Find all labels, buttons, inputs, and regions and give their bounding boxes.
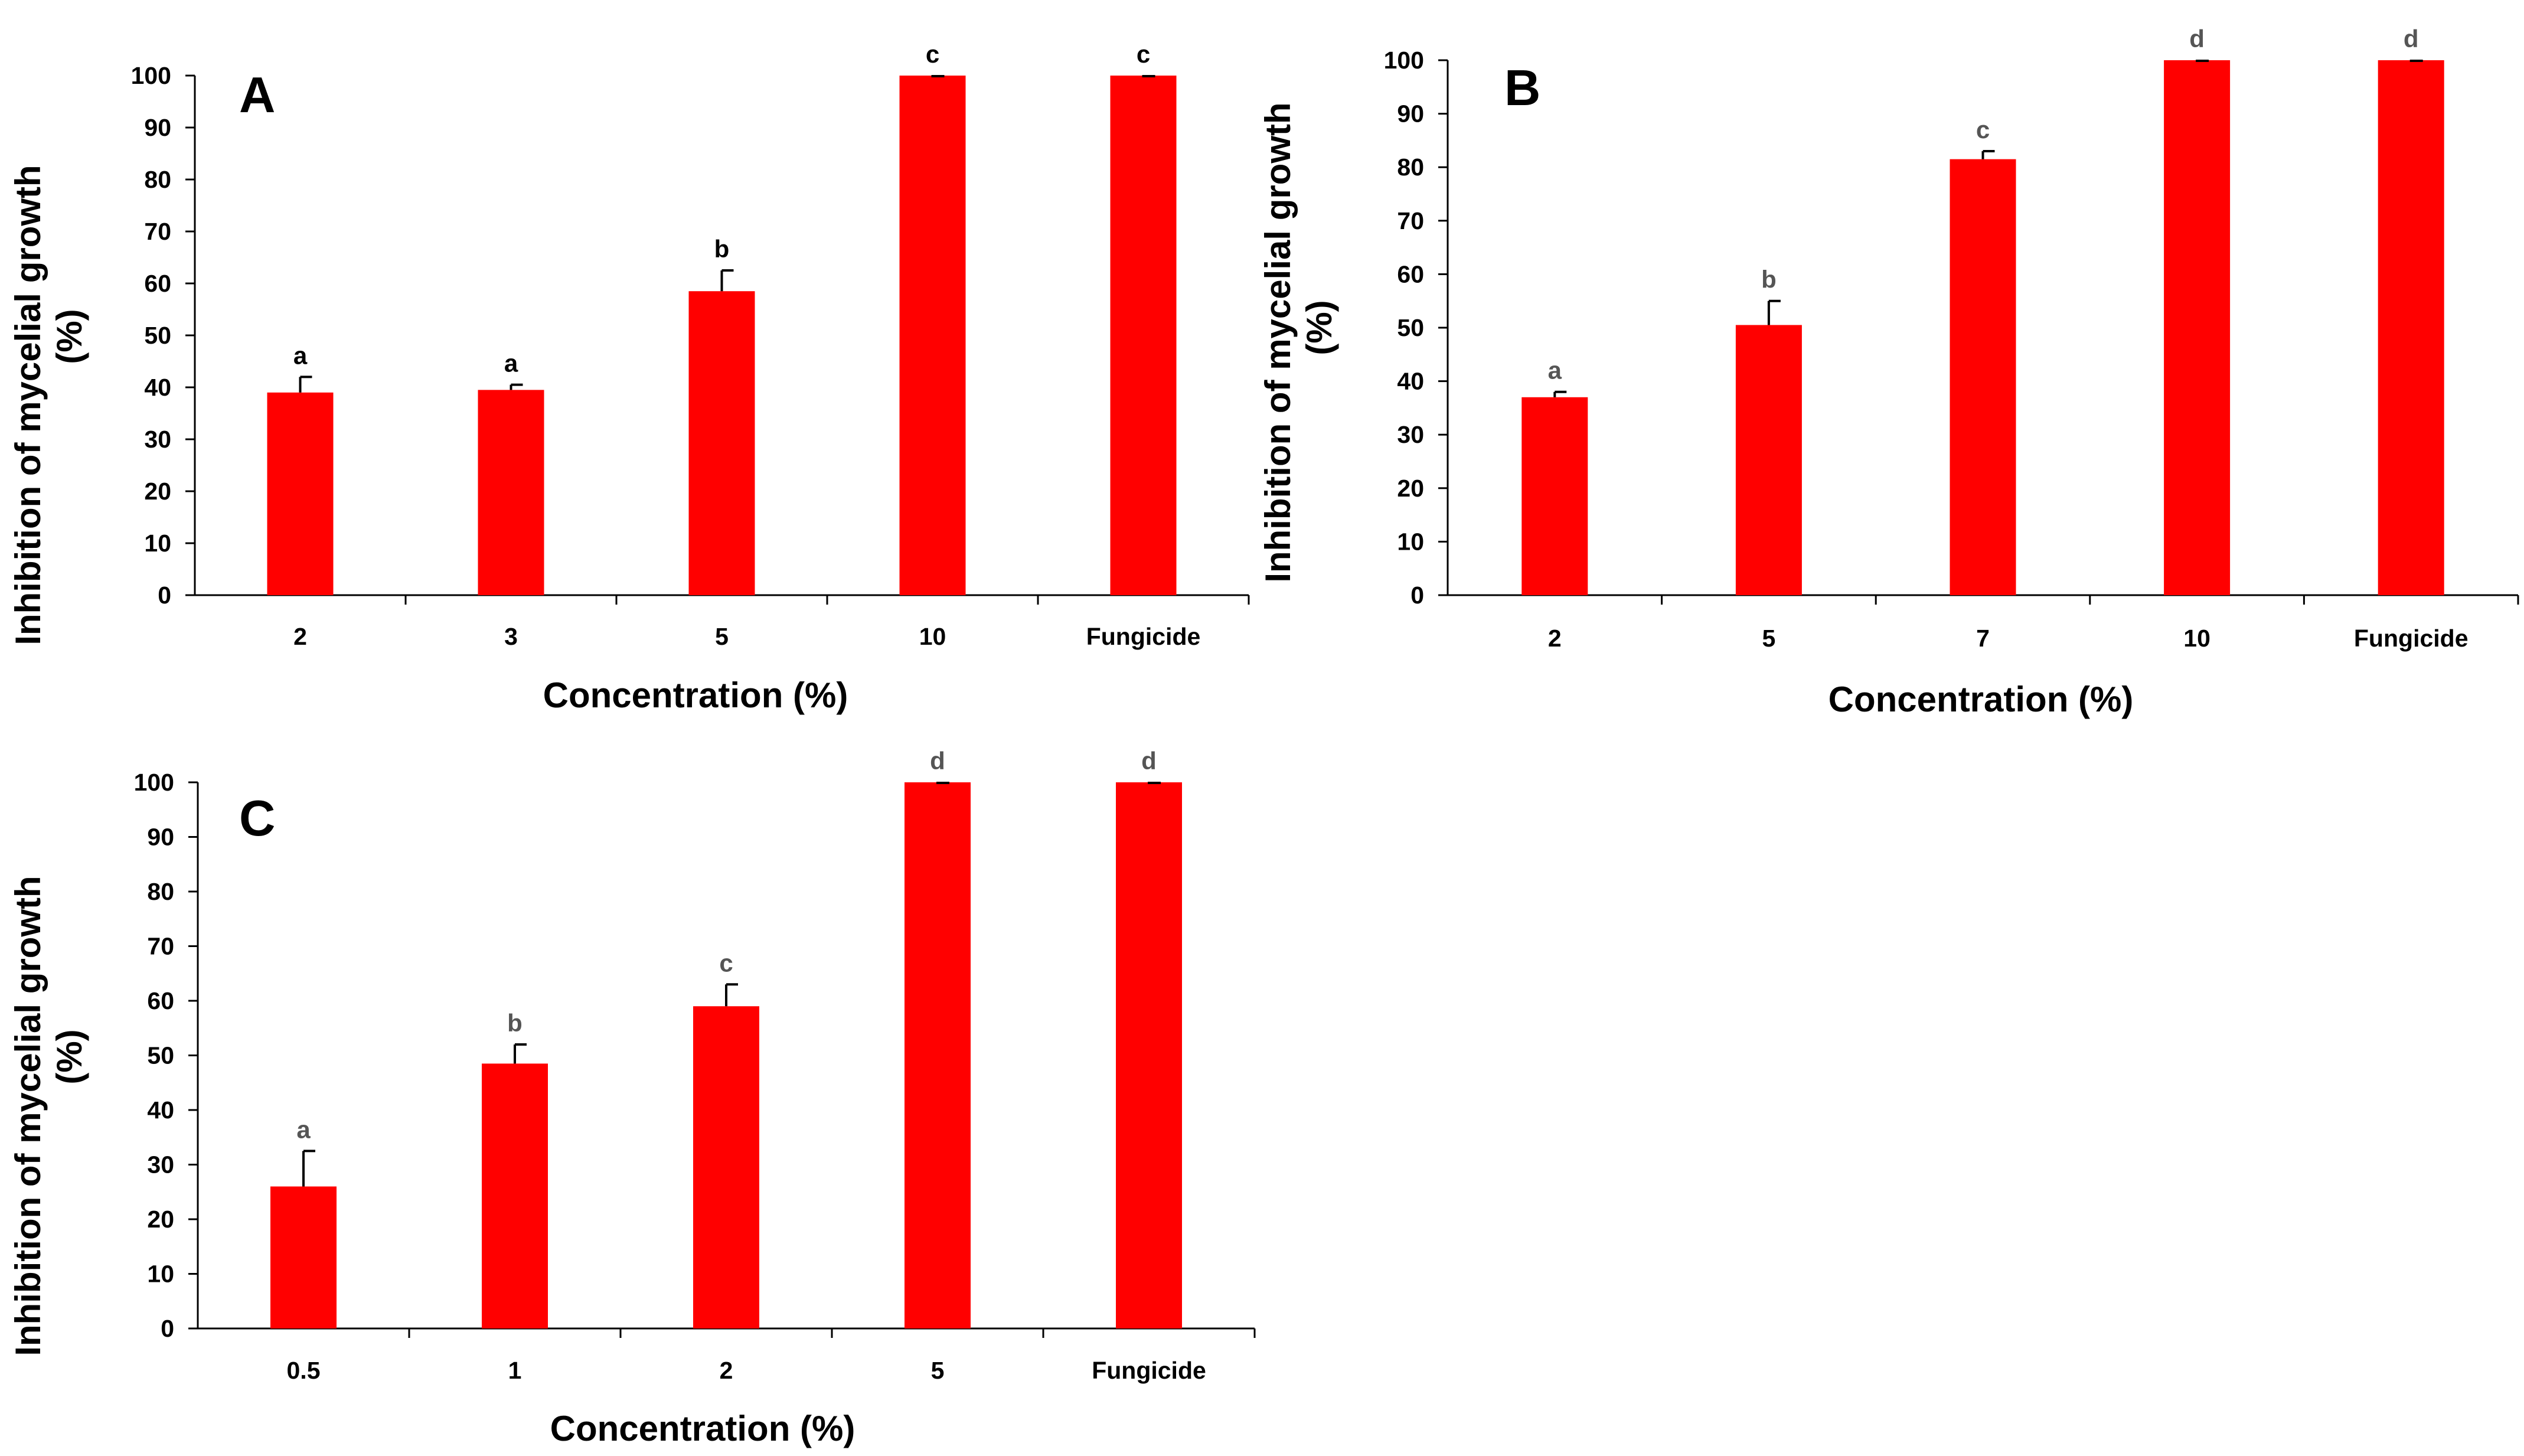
y-tick-label-c: 0 bbox=[161, 1315, 174, 1342]
y-axis-label-a-line1: Inhibition of mycelial growth bbox=[8, 165, 48, 645]
significance-label-b: c bbox=[1976, 116, 1990, 143]
x-tick-label-c: Fungicide bbox=[1092, 1357, 1206, 1384]
y-tick-label-b: 40 bbox=[1397, 368, 1424, 395]
significance-label-c: a bbox=[296, 1115, 311, 1143]
panel-b-chart: B Concentration (%) Inhibition of myceli… bbox=[1258, 25, 2519, 719]
y-tick-label-a: 40 bbox=[144, 374, 171, 401]
y-tick-label-a: 70 bbox=[144, 218, 171, 245]
x-tick-label-a: 3 bbox=[504, 623, 518, 650]
bar-a bbox=[688, 291, 755, 595]
y-tick-label-b: 100 bbox=[1384, 47, 1424, 74]
y-tick-label-b: 50 bbox=[1397, 314, 1424, 341]
y-tick-label-c: 60 bbox=[147, 987, 174, 1014]
significance-label-c: c bbox=[719, 949, 733, 977]
x-tick-label-c: 1 bbox=[508, 1357, 522, 1384]
x-axis-label-a: Concentration (%) bbox=[543, 675, 848, 715]
x-tick-label-b: Fungicide bbox=[2354, 625, 2469, 652]
y-tick-label-c: 30 bbox=[147, 1151, 174, 1178]
y-tick-label-c: 70 bbox=[147, 933, 174, 960]
significance-label-c: b bbox=[507, 1009, 523, 1037]
significance-label-a: c bbox=[1137, 40, 1150, 68]
significance-label-a: b bbox=[714, 235, 730, 263]
y-tick-label-a: 80 bbox=[144, 166, 171, 193]
x-tick-label-b: 10 bbox=[2183, 625, 2210, 652]
x-tick-label-c: 5 bbox=[931, 1357, 945, 1384]
bar-a bbox=[899, 76, 966, 595]
x-axis-label-b: Concentration (%) bbox=[1828, 680, 2134, 719]
bar-b bbox=[2164, 60, 2231, 595]
panel-c-chart: C Concentration (%) Inhibition of myceli… bbox=[8, 747, 1256, 1448]
y-tick-label-a: 10 bbox=[144, 530, 171, 557]
bar-c bbox=[1116, 782, 1182, 1328]
x-tick-label-a: 5 bbox=[715, 623, 729, 650]
y-tick-label-a: 20 bbox=[144, 478, 171, 505]
significance-label-b: b bbox=[1761, 266, 1777, 293]
y-tick-label-b: 30 bbox=[1397, 421, 1424, 448]
y-tick-label-c: 20 bbox=[147, 1206, 174, 1233]
significance-label-b: a bbox=[1548, 357, 1562, 384]
y-tick-label-a: 60 bbox=[144, 270, 171, 297]
bar-c bbox=[905, 782, 971, 1328]
y-tick-label-a: 90 bbox=[144, 114, 171, 141]
y-tick-label-b: 20 bbox=[1397, 475, 1424, 502]
y-axis-label-a-line2: (%) bbox=[50, 309, 89, 364]
y-tick-label-b: 90 bbox=[1397, 100, 1424, 128]
panel-label-a: A bbox=[239, 67, 275, 123]
significance-label-c: d bbox=[930, 747, 945, 775]
bar-a bbox=[478, 390, 544, 595]
bar-b bbox=[1950, 159, 2016, 595]
panel-a-chart: A Concentration (%) Inhibition of myceli… bbox=[8, 40, 1250, 715]
y-tick-label-a: 0 bbox=[158, 582, 171, 609]
x-tick-label-a: Fungicide bbox=[1086, 623, 1201, 650]
significance-label-b: d bbox=[2189, 25, 2205, 53]
y-tick-label-a: 50 bbox=[144, 322, 171, 349]
y-axis-label-c-line2: (%) bbox=[50, 1029, 89, 1084]
x-tick-label-c: 0.5 bbox=[287, 1357, 321, 1384]
panel-label-b: B bbox=[1504, 60, 1540, 116]
bar-a bbox=[1110, 76, 1177, 595]
bar-b bbox=[2378, 60, 2444, 595]
bar-c bbox=[270, 1186, 337, 1328]
y-tick-label-b: 70 bbox=[1397, 207, 1424, 234]
y-tick-label-c: 40 bbox=[147, 1096, 174, 1124]
bar-b bbox=[1735, 325, 1802, 595]
y-tick-label-b: 10 bbox=[1397, 528, 1424, 555]
y-tick-label-a: 100 bbox=[131, 62, 171, 89]
bar-c bbox=[693, 1006, 759, 1328]
y-axis-label-b-line1: Inhibition of mycelial growth bbox=[1258, 102, 1298, 582]
x-tick-label-b: 2 bbox=[1548, 625, 1562, 652]
x-tick-label-b: 7 bbox=[1976, 625, 1990, 652]
x-tick-label-c: 2 bbox=[720, 1357, 733, 1384]
significance-label-b: d bbox=[2404, 25, 2419, 53]
y-tick-label-b: 0 bbox=[1410, 582, 1424, 609]
y-tick-label-c: 90 bbox=[147, 824, 174, 851]
x-tick-label-a: 10 bbox=[919, 623, 946, 650]
significance-label-a: a bbox=[293, 341, 308, 369]
bar-b bbox=[1521, 397, 1588, 595]
significance-label-a: c bbox=[926, 40, 939, 68]
x-axis-label-c: Concentration (%) bbox=[550, 1409, 856, 1448]
y-tick-label-b: 60 bbox=[1397, 260, 1424, 288]
x-tick-label-b: 5 bbox=[1762, 625, 1775, 652]
y-axis-label-c-line1: Inhibition of mycelial growth bbox=[8, 876, 48, 1356]
y-tick-label-a: 30 bbox=[144, 426, 171, 453]
y-tick-label-c: 10 bbox=[147, 1261, 174, 1288]
y-tick-label-c: 50 bbox=[147, 1042, 174, 1069]
x-tick-label-a: 2 bbox=[293, 623, 307, 650]
y-tick-label-c: 100 bbox=[134, 769, 174, 796]
significance-label-c: d bbox=[1141, 747, 1157, 775]
bar-c bbox=[482, 1063, 548, 1328]
y-tick-label-c: 80 bbox=[147, 878, 174, 905]
significance-label-a: a bbox=[504, 350, 518, 377]
y-tick-label-b: 80 bbox=[1397, 154, 1424, 181]
bar-a bbox=[267, 392, 334, 595]
y-axis-label-b-line2: (%) bbox=[1299, 300, 1339, 355]
panel-label-c: C bbox=[239, 791, 275, 847]
